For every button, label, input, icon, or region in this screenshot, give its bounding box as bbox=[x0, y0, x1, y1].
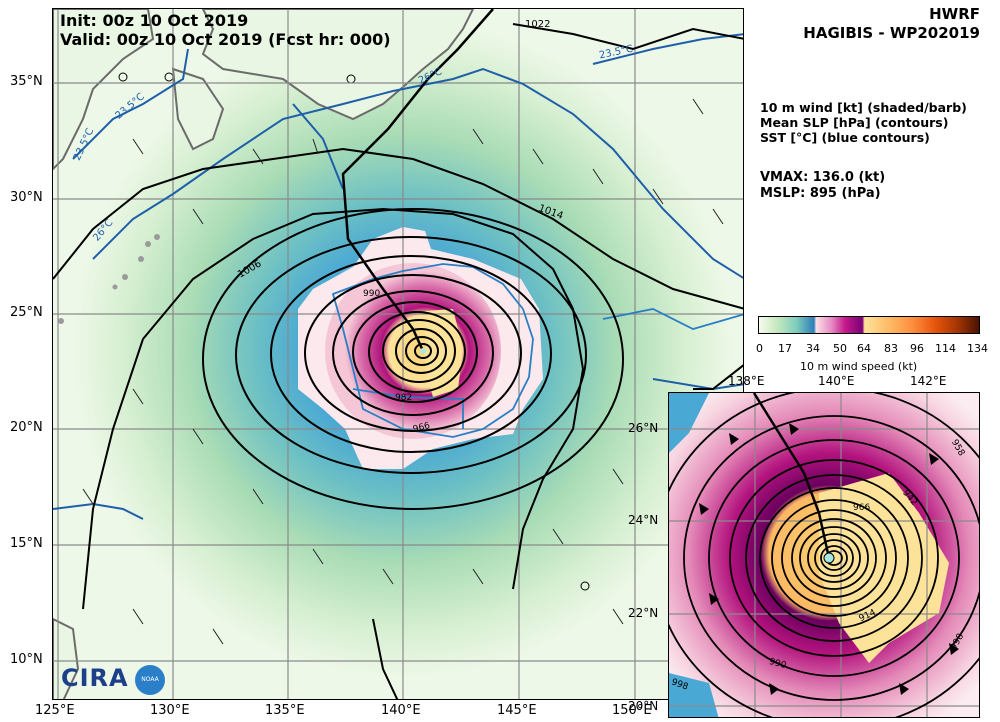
coastlines bbox=[53, 9, 475, 699]
main-map-canvas bbox=[53, 9, 743, 699]
lat-tick-35: 35°N bbox=[10, 74, 43, 89]
hurricane-wind-core bbox=[325, 263, 501, 439]
colorbar-tick: 83 bbox=[884, 342, 898, 355]
colorbar-tick: 34 bbox=[806, 342, 820, 355]
main-map: 1022 1014 1006 990 982 966 23.5°C 23.5°C… bbox=[52, 8, 744, 700]
mslp-value: MSLP: 895 (hPa) bbox=[760, 186, 881, 201]
inset-map-canvas bbox=[669, 393, 979, 717]
inset-slp-966: 966 bbox=[853, 503, 871, 513]
storm-track bbox=[341, 9, 494, 352]
valid-time: Valid: 00z 10 Oct 2019 (Fcst hr: 000) bbox=[60, 30, 391, 49]
colorbar-label: 10 m wind speed (kt) bbox=[800, 360, 918, 373]
inset-storm-eye bbox=[823, 552, 835, 564]
inset-ts-region bbox=[669, 393, 709, 453]
legend-slp: Mean SLP [hPa] (contours) bbox=[760, 115, 949, 130]
colorbar-tick: 17 bbox=[778, 342, 792, 355]
cira-logo: CIRA bbox=[61, 664, 129, 692]
storm-name: HAGIBIS - WP202019 bbox=[803, 24, 980, 42]
lon-tick-130: 130°E bbox=[150, 703, 190, 718]
inset-lon-140: 140°E bbox=[818, 374, 855, 388]
model-name: HWRF bbox=[929, 5, 980, 23]
field-legend: 10 m wind [kt] (shaded/barb) Mean SLP [h… bbox=[760, 100, 967, 145]
init-time: Init: 00z 10 Oct 2019 bbox=[60, 11, 249, 30]
slp-contours bbox=[53, 23, 743, 699]
lat-tick-30: 30°N bbox=[10, 190, 43, 205]
legend-sst: SST [°C] (blue contours) bbox=[760, 130, 930, 145]
lat-tick-25: 25°N bbox=[10, 305, 43, 320]
inset-lon-138: 138°E bbox=[728, 374, 765, 388]
inset-lat-20: 20°N bbox=[628, 699, 659, 713]
slp-label-990: 990 bbox=[363, 289, 381, 299]
colorbar-tick: 64 bbox=[857, 342, 871, 355]
lon-tick-145: 145°E bbox=[497, 703, 537, 718]
inset-storm-track bbox=[752, 393, 831, 559]
slp-label-982: 982 bbox=[395, 393, 413, 403]
sst-contours bbox=[53, 33, 743, 520]
lon-tick-150: 150°E bbox=[612, 703, 652, 718]
colorbar-tick: 96 bbox=[910, 342, 924, 355]
lat-tick-20: 20°N bbox=[10, 420, 43, 435]
colorbar-tick: 114 bbox=[935, 342, 956, 355]
lon-tick-140: 140°E bbox=[381, 703, 421, 718]
inset-map: 958 942 966 914 990 998 998 bbox=[668, 392, 980, 718]
legend-wind: 10 m wind [kt] (shaded/barb) bbox=[760, 100, 967, 115]
inset-lat-24: 24°N bbox=[628, 513, 659, 527]
vmax-value: VMAX: 136.0 (kt) bbox=[760, 170, 886, 185]
lon-tick-135: 135°E bbox=[265, 703, 305, 718]
noaa-logo: NOAA bbox=[135, 665, 165, 695]
inset-lat-26: 26°N bbox=[628, 421, 659, 435]
inset-barbs bbox=[699, 423, 959, 695]
islands bbox=[58, 234, 160, 324]
colorbar-tick: 0 bbox=[756, 342, 763, 355]
lon-tick-125: 125°E bbox=[35, 703, 75, 718]
slp-label-1022: 1022 bbox=[525, 19, 551, 30]
wind-colorbar bbox=[758, 316, 980, 334]
colorbar-tick: 134 bbox=[967, 342, 988, 355]
max-wind-sector bbox=[425, 309, 463, 397]
inset-lon-142: 142°E bbox=[910, 374, 947, 388]
inset-lat-22: 22°N bbox=[628, 606, 659, 620]
storm-eye bbox=[420, 348, 426, 354]
inset-slp-contours bbox=[669, 393, 979, 717]
storm-stats: VMAX: 136.0 (kt) MSLP: 895 (hPa) bbox=[760, 170, 885, 202]
lat-tick-10: 10°N bbox=[10, 652, 43, 667]
header-block: HWRF HAGIBIS - WP202019 bbox=[803, 5, 980, 43]
lat-tick-15: 15°N bbox=[10, 536, 43, 551]
colorbar-tick: 50 bbox=[833, 342, 847, 355]
